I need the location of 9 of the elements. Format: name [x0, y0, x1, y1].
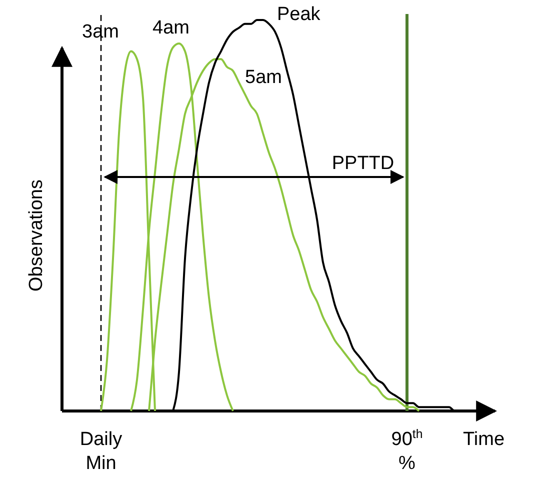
series-label: 3am [82, 21, 119, 42]
x-axis-title: Time [463, 429, 505, 450]
series-label: 5am [245, 67, 282, 88]
series-label: Peak [277, 4, 321, 25]
x-tick-label: 90$^{th}$ % [391, 427, 423, 474]
x-tick-label: Daily Min [80, 429, 123, 474]
annotation: PPTTD [332, 153, 394, 174]
y-axis-title: Observations [26, 180, 47, 292]
series-label: 4am [152, 17, 190, 38]
